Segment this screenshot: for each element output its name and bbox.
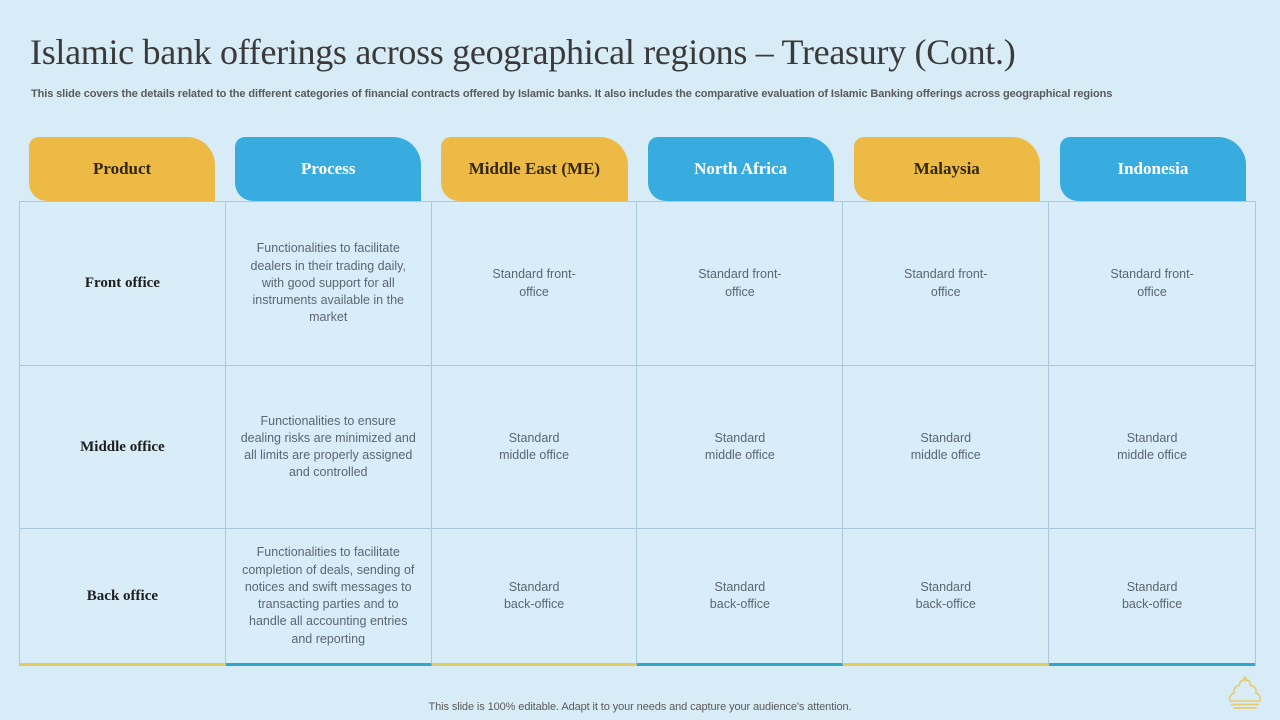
value-cell-middle-east: Standard front-office bbox=[431, 202, 638, 366]
product-cell: Middle office bbox=[20, 366, 226, 529]
value-text: Standard back-office bbox=[503, 579, 565, 611]
header-tab-label: Product bbox=[92, 159, 152, 178]
product-cell: Back office bbox=[20, 529, 226, 666]
value-text: Standard back-office bbox=[915, 579, 976, 611]
header-tab-label: Malaysia bbox=[913, 159, 980, 178]
page-title: Islamic bank offerings across geographic… bbox=[30, 32, 1016, 72]
header-tab-malaysia: Malaysia bbox=[853, 137, 1040, 201]
value-text: Standard middle office bbox=[704, 430, 775, 462]
mosque-dome-icon bbox=[1228, 676, 1262, 709]
value-text: Standard middle office bbox=[910, 430, 981, 462]
value-cell-north-africa: Standard back-office bbox=[637, 529, 844, 666]
value-text: Standard back-office bbox=[1121, 579, 1183, 611]
header-tab-label: Middle East (ME) bbox=[468, 159, 601, 178]
value-cell-malaysia: Standard front-office bbox=[843, 202, 1050, 366]
comparison-table: Front office Functionalities to facilita… bbox=[19, 201, 1256, 666]
header-tab-product: Product bbox=[29, 137, 216, 201]
value-cell-middle-east: Standard back-office bbox=[431, 529, 638, 666]
header-tab-indonesia: Indonesia bbox=[1059, 137, 1246, 201]
process-cell: Functionalities to facilitate completion… bbox=[225, 529, 432, 666]
value-cell-malaysia: Standard middle office bbox=[843, 366, 1050, 529]
value-text: Standard front-office bbox=[492, 267, 576, 299]
value-cell-middle-east: Standard middle office bbox=[431, 366, 638, 529]
header-tab-north-africa: North Africa bbox=[647, 137, 834, 201]
value-cell-indonesia: Standard back-office bbox=[1049, 529, 1255, 666]
header-tab-label: Indonesia bbox=[1117, 159, 1189, 178]
header-tab-middle-east: Middle East (ME) bbox=[441, 137, 628, 201]
value-cell-north-africa: Standard front-office bbox=[637, 202, 844, 366]
value-cell-malaysia: Standard back-office bbox=[843, 529, 1050, 666]
header-tab-label: Process bbox=[301, 159, 356, 178]
value-text: Standard back-office bbox=[709, 579, 771, 611]
table-header-row: Product Process Middle East (ME) North A… bbox=[19, 137, 1256, 201]
process-cell: Functionalities to facilitate dealers in… bbox=[225, 202, 432, 366]
value-cell-north-africa: Standard middle office bbox=[637, 366, 844, 529]
product-cell: Front office bbox=[20, 202, 226, 366]
header-tab-label: North Africa bbox=[694, 159, 788, 178]
value-text: Standard front-office bbox=[1110, 267, 1194, 299]
value-text: Standard front-office bbox=[904, 267, 988, 299]
value-text: Standard front-office bbox=[698, 267, 782, 299]
slide-subtitle: This slide covers the details related to… bbox=[31, 88, 1113, 100]
header-tab-process: Process bbox=[235, 137, 422, 201]
value-text: Standard middle office bbox=[1117, 430, 1188, 462]
value-cell-indonesia: Standard middle office bbox=[1049, 366, 1255, 529]
editable-note: This slide is 100% editable. Adapt it to… bbox=[428, 701, 852, 713]
value-cell-indonesia: Standard front-office bbox=[1049, 202, 1255, 366]
value-text: Standard middle office bbox=[499, 430, 570, 462]
process-cell: Functionalities to ensure dealing risks … bbox=[225, 366, 432, 529]
